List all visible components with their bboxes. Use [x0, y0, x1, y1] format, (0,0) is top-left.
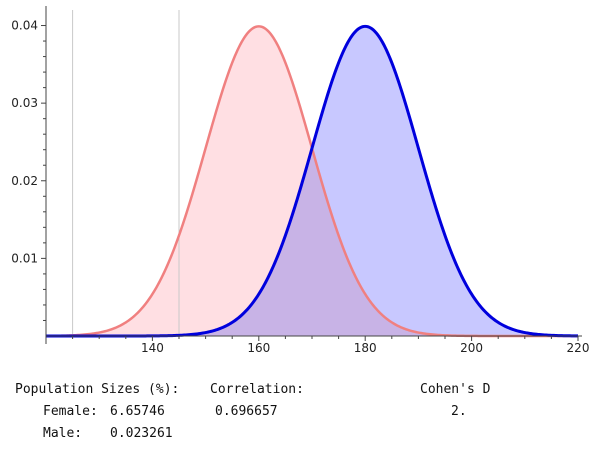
distribution-chart: 140 160 180 200 220 0.01 0.02 0.03 0.04 — [11, 6, 589, 355]
y-tick-label: 0.04 — [11, 19, 38, 33]
curve-fills — [46, 26, 578, 337]
y-tick-label: 0.03 — [11, 96, 38, 110]
overlap-area — [46, 148, 578, 336]
cohens-d-value: 2. — [451, 404, 467, 419]
x-tick-label: 220 — [567, 341, 590, 355]
axes: 140 160 180 200 220 0.01 0.02 0.03 0.04 — [11, 6, 589, 355]
y-tick-label: 0.01 — [11, 251, 38, 265]
population-sizes-header: Population Sizes (%): — [15, 382, 180, 397]
statistics-panel: Population Sizes (%): Correlation: Cohen… — [0, 380, 608, 454]
x-tick-label: 180 — [354, 341, 377, 355]
x-tick-label: 140 — [141, 341, 164, 355]
male-value: 0.023261 — [110, 426, 173, 441]
reference-lines — [72, 10, 180, 336]
x-tick-label: 200 — [460, 341, 483, 355]
y-tick-label: 0.02 — [11, 174, 38, 188]
female-value: 6.65746 — [110, 404, 165, 419]
correlation-value: 0.696657 — [215, 404, 278, 419]
male-label: Male: — [43, 426, 83, 441]
female-label: Female: — [43, 404, 98, 419]
cohens-d-header: Cohen's D — [420, 382, 491, 397]
x-tick-label: 160 — [247, 341, 270, 355]
correlation-header: Correlation: — [210, 382, 304, 397]
